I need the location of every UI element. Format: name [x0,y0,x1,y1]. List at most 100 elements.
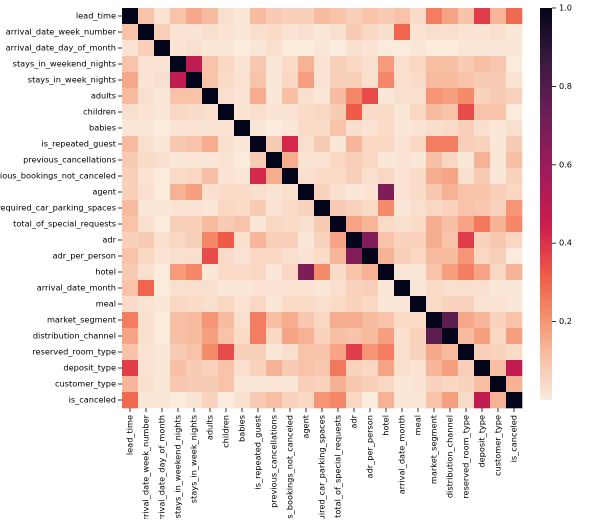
heatmap-cell [186,312,203,329]
heatmap-cell [250,24,267,41]
heatmap-cell [474,216,491,233]
colorbar [540,8,552,400]
heatmap-cell [218,24,235,41]
heatmap-cell [378,376,395,393]
heatmap-cell [314,312,331,329]
heatmap-cell [218,184,235,201]
heatmap-cell [282,24,299,41]
heatmap-cell [330,104,347,121]
heatmap-cell [330,88,347,105]
heatmap-cell [442,280,459,297]
heatmap-cell [250,184,267,201]
heatmap-cell [330,152,347,169]
heatmap-cell [378,200,395,217]
x-tick-label: lead_time [125,415,135,455]
heatmap-cell [154,184,171,201]
heatmap-cell [170,248,187,265]
heatmap-cell [474,184,491,201]
heatmap-cell [426,216,443,233]
heatmap-cell [458,264,475,281]
heatmap-cell [378,24,395,41]
heatmap-cell [298,344,315,361]
heatmap-cell [474,248,491,265]
heatmap-cell [346,232,363,249]
heatmap-cell [170,24,187,41]
heatmap-cell [282,136,299,153]
heatmap-cell [474,264,491,281]
heatmap-cell [298,40,315,57]
heatmap-cell [218,72,235,89]
heatmap-cell [218,40,235,57]
heatmap-cell [330,344,347,361]
heatmap-cell [442,328,459,345]
heatmap-cell [122,296,139,313]
x-tick-label: adults [205,415,215,440]
y-tick-label: arrival_date_week_number [6,27,117,37]
heatmap-cell [442,56,459,73]
heatmap-cell [458,376,475,393]
heatmap-cell [186,360,203,377]
heatmap-cell [394,360,411,377]
heatmap-cell [282,312,299,329]
heatmap-cell [394,72,411,89]
heatmap-cell [458,168,475,185]
heatmap-cell [458,56,475,73]
heatmap-cell [266,40,283,57]
colorbar-tick-label: 0.4 [559,238,572,248]
heatmap-cell [346,120,363,137]
heatmap-cell [218,328,235,345]
heatmap-cell [410,216,427,233]
y-tick-label: deposit_type [63,363,116,373]
heatmap-cell [346,392,363,409]
heatmap-cell [410,392,427,409]
heatmap-cell [122,136,139,153]
heatmap-cell [378,104,395,121]
heatmap-cell [234,328,251,345]
heatmap-cell [314,168,331,185]
heatmap-cell [410,168,427,185]
heatmap-cell [138,40,155,57]
heatmap-cell [266,152,283,169]
heatmap-cell [154,8,171,25]
heatmap-cell [314,72,331,89]
x-tick-label: arrival_date_day_of_month [157,415,167,519]
heatmap-cell [282,72,299,89]
heatmap-cell [234,264,251,281]
heatmap-cell [506,280,523,297]
x-tick-label: adr [349,414,359,428]
heatmap-cell [442,360,459,377]
heatmap-cell [490,264,507,281]
heatmap-cell [266,104,283,121]
heatmap-cells [122,8,523,409]
heatmap-cell [442,24,459,41]
heatmap-cell [250,56,267,73]
heatmap-cell [186,136,203,153]
heatmap-cell [266,216,283,233]
heatmap-cell [330,264,347,281]
heatmap-cell [330,296,347,313]
heatmap-cell [330,168,347,185]
heatmap-cell [394,344,411,361]
heatmap-cell [170,376,187,393]
heatmap-cell [442,200,459,217]
heatmap-cell [474,40,491,57]
heatmap-cell [458,88,475,105]
heatmap-cell [122,248,139,265]
heatmap-cell [138,376,155,393]
heatmap-cell [426,136,443,153]
heatmap-cell [282,40,299,57]
heatmap-cell [282,328,299,345]
heatmap-cell [474,56,491,73]
heatmap-cell [266,360,283,377]
heatmap-cell [298,296,315,313]
heatmap-cell [250,40,267,57]
heatmap-cell [506,200,523,217]
heatmap-cell [170,328,187,345]
heatmap-cell [410,136,427,153]
heatmap-cell [458,24,475,41]
x-tick-labels: lead_time arrival_date_week_number arrival… [125,408,519,524]
heatmap-cell [266,280,283,297]
heatmap-cell [298,264,315,281]
heatmap-cell [426,280,443,297]
heatmap-cell [458,312,475,329]
